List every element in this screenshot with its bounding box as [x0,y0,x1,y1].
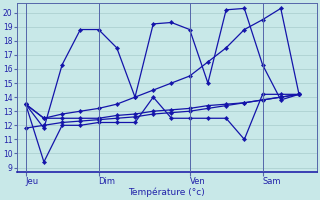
X-axis label: Température (°c): Température (°c) [129,188,205,197]
